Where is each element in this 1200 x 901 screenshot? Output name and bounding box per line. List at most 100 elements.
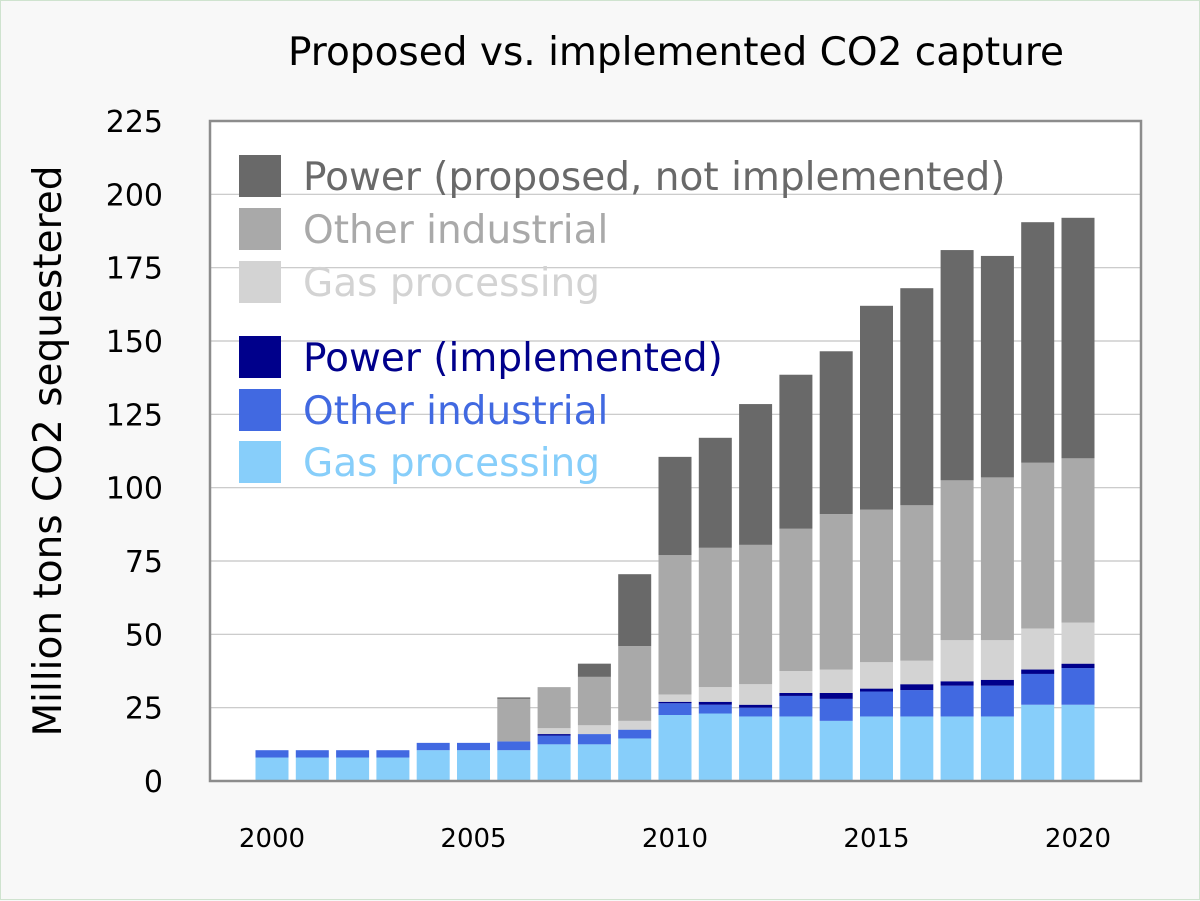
- bar-segment: [658, 701, 692, 704]
- bar-segment: [940, 681, 974, 686]
- y-tick-label: 125: [106, 398, 163, 433]
- bar-segment: [900, 690, 934, 717]
- bar-segment: [497, 698, 531, 742]
- bar-segment: [698, 687, 732, 702]
- bar-segment: [698, 437, 732, 548]
- bar-segment: [779, 716, 813, 781]
- y-tick-label: 0: [144, 765, 163, 800]
- bar-segment: [537, 687, 571, 729]
- bar-segment: [819, 514, 853, 670]
- y-tick-label: 175: [106, 252, 163, 287]
- bar-segment: [860, 691, 893, 717]
- x-tick-label: 2010: [642, 824, 708, 854]
- bar-segment: [1021, 673, 1055, 705]
- x-tick-label: 2005: [440, 824, 506, 854]
- bar-segment: [295, 757, 329, 781]
- bar-segment: [658, 555, 692, 695]
- bar-segment: [1061, 704, 1095, 781]
- bar-segment: [860, 305, 893, 510]
- y-tick-label: 100: [106, 472, 163, 507]
- bar-segment: [1061, 217, 1095, 459]
- bar-segment: [497, 750, 531, 781]
- bar-segment: [658, 703, 692, 715]
- bar-segment: [980, 477, 1014, 641]
- bar-segment: [779, 374, 813, 529]
- x-axis-ticks: 2000 2005 2010 2015 2020: [239, 824, 1111, 854]
- bar-segment: [255, 750, 289, 758]
- y-tick-label: 200: [106, 178, 163, 213]
- x-tick-label: 2000: [239, 824, 305, 854]
- bar-segment: [739, 684, 773, 705]
- bar-segment: [577, 676, 611, 726]
- bar-segment: [779, 693, 813, 696]
- bar-segment: [1061, 622, 1095, 664]
- bar-segment: [739, 707, 773, 717]
- bar-segment: [1021, 222, 1055, 463]
- bar-segment: [698, 704, 732, 714]
- bar-segment: [537, 728, 571, 735]
- bar-segment: [618, 738, 652, 781]
- y-tick-label: 25: [125, 692, 163, 727]
- bar-segment: [900, 505, 934, 661]
- bar-segment: [940, 250, 974, 481]
- bar-segment: [497, 741, 531, 751]
- bar-segment: [739, 544, 773, 685]
- bar-segment: [779, 528, 813, 671]
- y-tick-label: 50: [125, 618, 163, 653]
- bar-segment: [900, 288, 934, 506]
- bar-segment: [1061, 458, 1095, 623]
- bar-segment: [900, 716, 934, 781]
- bar-segment: [577, 734, 611, 745]
- bar-segment: [779, 671, 813, 693]
- chart-title: Proposed vs. implemented CO2 capture: [288, 30, 1064, 75]
- bar-segment: [980, 679, 1014, 686]
- bar-segment: [698, 713, 732, 781]
- bar-segment: [537, 735, 571, 745]
- legend-label: Power (implemented): [303, 336, 723, 381]
- bar-segment: [900, 660, 934, 685]
- bar-segment: [416, 742, 450, 751]
- bar-segment: [980, 716, 1014, 781]
- bar-segment: [860, 509, 893, 663]
- bar-segment: [980, 255, 1014, 478]
- bar-segment: [618, 574, 652, 647]
- bar-segment: [698, 701, 732, 705]
- bar-segment: [860, 716, 893, 781]
- bar-segment: [739, 404, 773, 545]
- bar-segment: [819, 351, 853, 515]
- bar-segment: [940, 640, 974, 682]
- bar-segment: [940, 685, 974, 717]
- bar-segment: [739, 716, 773, 781]
- bar-segment: [779, 695, 813, 717]
- bar-segment: [457, 742, 490, 751]
- legend-swatch: [239, 261, 281, 303]
- bar-segment: [376, 750, 410, 758]
- y-tick-label: 150: [106, 325, 163, 360]
- bar-segment: [618, 720, 652, 730]
- bar-segment: [698, 547, 732, 688]
- bar-segment: [416, 750, 450, 781]
- bar-segment: [376, 757, 410, 781]
- legend-label: Gas processing: [303, 261, 600, 306]
- bar-segment: [577, 663, 611, 677]
- y-axis-ticks: 0 25 50 75 100 125 150 175 200 225: [106, 105, 163, 800]
- bar-segment: [980, 685, 1014, 717]
- bar-segment: [658, 456, 692, 556]
- bar-segment: [819, 698, 853, 721]
- bar-segment: [940, 716, 974, 781]
- legend-swatch: [239, 441, 281, 483]
- legend-swatch: [239, 155, 281, 197]
- legend-label: Gas processing: [303, 441, 600, 486]
- legend-label: Other industrial: [303, 208, 608, 253]
- bar-segment: [860, 662, 893, 689]
- legend: Power (proposed, not implemented) Other i…: [239, 155, 1005, 486]
- x-tick-label: 2015: [843, 824, 909, 854]
- bars: [255, 217, 1095, 781]
- bar-segment: [1021, 704, 1055, 781]
- y-tick-label: 75: [125, 545, 163, 580]
- bar-segment: [1061, 668, 1095, 705]
- bar-segment: [940, 480, 974, 641]
- bar-segment: [819, 669, 853, 693]
